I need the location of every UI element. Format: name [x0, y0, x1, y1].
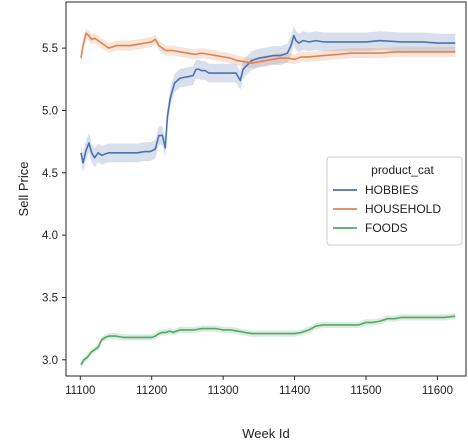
x-tick-label: 11500 [350, 385, 381, 397]
y-tick-label: 3.0 [42, 355, 58, 367]
household-series-line [80, 32, 456, 64]
legend-items: HOBBIES HOUSEHOLD FOODS [333, 183, 441, 235]
x-tick-label: 11300 [208, 385, 239, 397]
y-tick-label: 4.0 [42, 230, 58, 242]
y-tick-label: 5.0 [42, 105, 58, 117]
y-tick-label: 4.5 [42, 168, 58, 180]
foods-series-line [80, 315, 456, 366]
series-lines [80, 32, 456, 366]
household-legend-label: HOUSEHOLD [365, 202, 441, 216]
y-axis-label: Sell Price [16, 162, 31, 217]
x-tick-label: 11400 [279, 385, 310, 397]
x-tick-label: 11200 [136, 385, 167, 397]
legend-title: product_cat [371, 163, 434, 177]
y-tick-label: 3.5 [42, 292, 58, 304]
x-axis-label: Week Id [242, 426, 289, 441]
foods-legend-label: FOODS [365, 221, 408, 235]
legend: product_cat HOBBIES HOUSEHOLD FOODS [326, 156, 463, 246]
x-tick-label: 11100 [65, 385, 95, 397]
hobbies-series-line [80, 34, 456, 164]
legend-box [326, 156, 463, 246]
foods-confidence-band [81, 313, 456, 368]
hobbies-legend-label: HOBBIES [365, 183, 418, 197]
hobbies-confidence-band [81, 26, 456, 173]
x-tick-label: 11600 [422, 385, 453, 397]
plot-frame [65, 1, 467, 377]
y-tick-label: 5.5 [42, 43, 58, 55]
y-axis-ticks: 3.0 3.5 4.0 4.5 5.0 5.5 [42, 43, 66, 367]
x-axis-ticks: 11100 11200 11300 11400 11500 11600 [65, 376, 453, 397]
